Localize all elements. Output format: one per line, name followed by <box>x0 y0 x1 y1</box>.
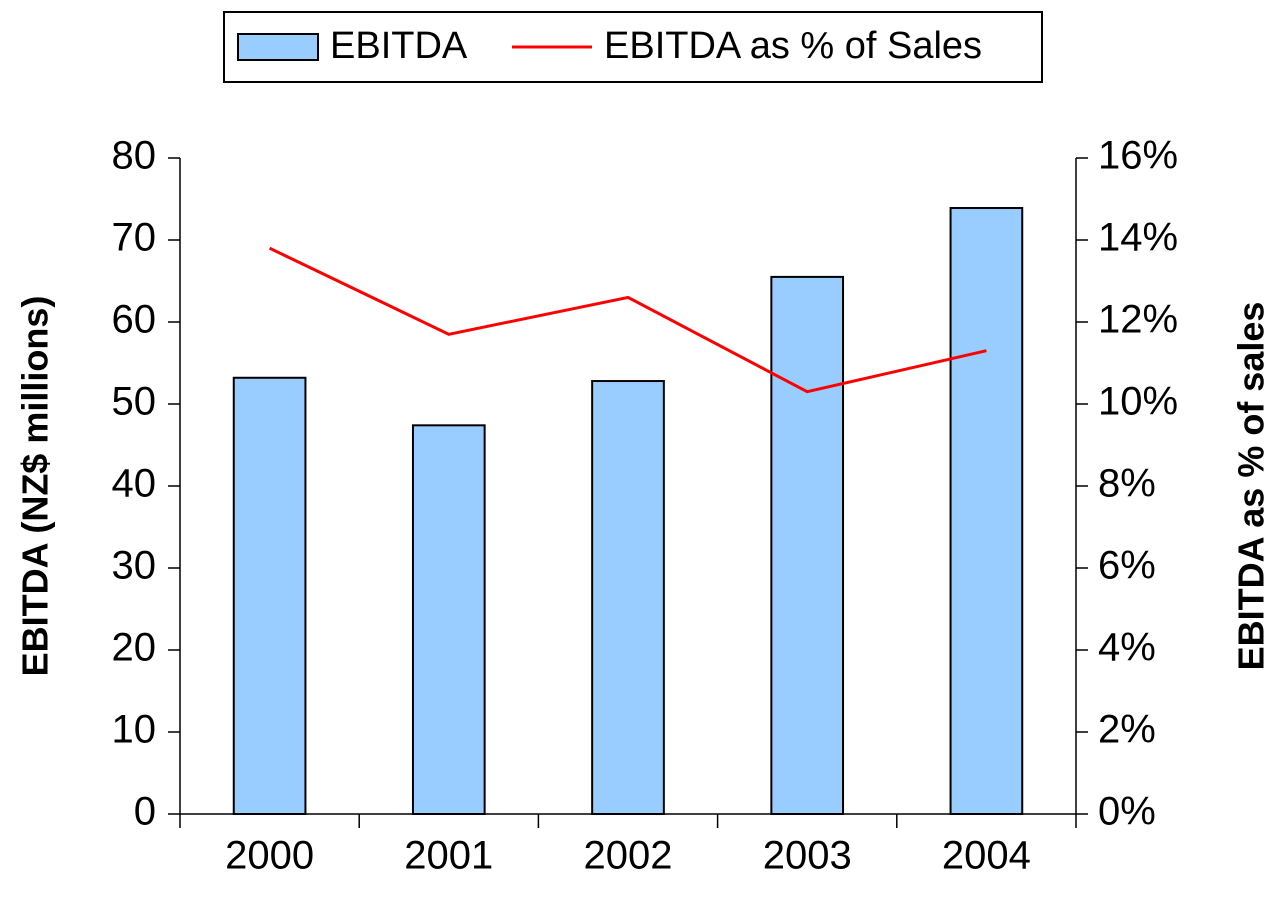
y2-tick-label: 16% <box>1098 134 1178 178</box>
legend-box <box>223 11 1043 83</box>
y-tick-label: 30 <box>112 544 157 588</box>
bar <box>949 207 1024 815</box>
y2-tick-label: 14% <box>1098 216 1178 260</box>
x-tick-label: 2002 <box>584 834 673 878</box>
bar <box>411 424 486 815</box>
y-tick-label: 20 <box>112 626 157 670</box>
bar <box>232 376 307 815</box>
y-tick-label: 80 <box>112 134 157 178</box>
line <box>268 246 987 394</box>
y-tick-label: 60 <box>112 298 157 342</box>
legend-label: EBITDA as % of Sales <box>604 25 982 67</box>
x-tick-label: 2001 <box>404 834 493 878</box>
y-axis-title: EBITDA (NZ$ millions) <box>15 296 56 677</box>
bar <box>591 380 665 815</box>
y2-axis-title: EBITDA as % of sales <box>1231 302 1272 671</box>
y2-tick-label: 12% <box>1098 298 1178 342</box>
y2-tick-label: 4% <box>1098 626 1156 670</box>
y-tick-label: 50 <box>112 380 157 424</box>
y-tick-label: 0 <box>134 790 156 834</box>
x-tick-label: 2000 <box>225 834 314 878</box>
x-tick-label: 2003 <box>763 834 852 878</box>
bar <box>770 275 845 815</box>
y2-tick-label: 10% <box>1098 380 1178 424</box>
legend-label: EBITDA <box>330 25 468 67</box>
y-tick-label: 40 <box>112 462 157 506</box>
y2-tick-label: 2% <box>1098 708 1156 752</box>
x-tick-label: 2004 <box>942 834 1031 878</box>
y-tick-label: 70 <box>112 216 157 260</box>
y-tick-label: 10 <box>112 708 157 752</box>
y2-tick-label: 0% <box>1098 790 1156 834</box>
y2-tick-label: 8% <box>1098 462 1156 506</box>
legend-swatch <box>237 33 319 61</box>
y2-tick-label: 6% <box>1098 544 1156 588</box>
